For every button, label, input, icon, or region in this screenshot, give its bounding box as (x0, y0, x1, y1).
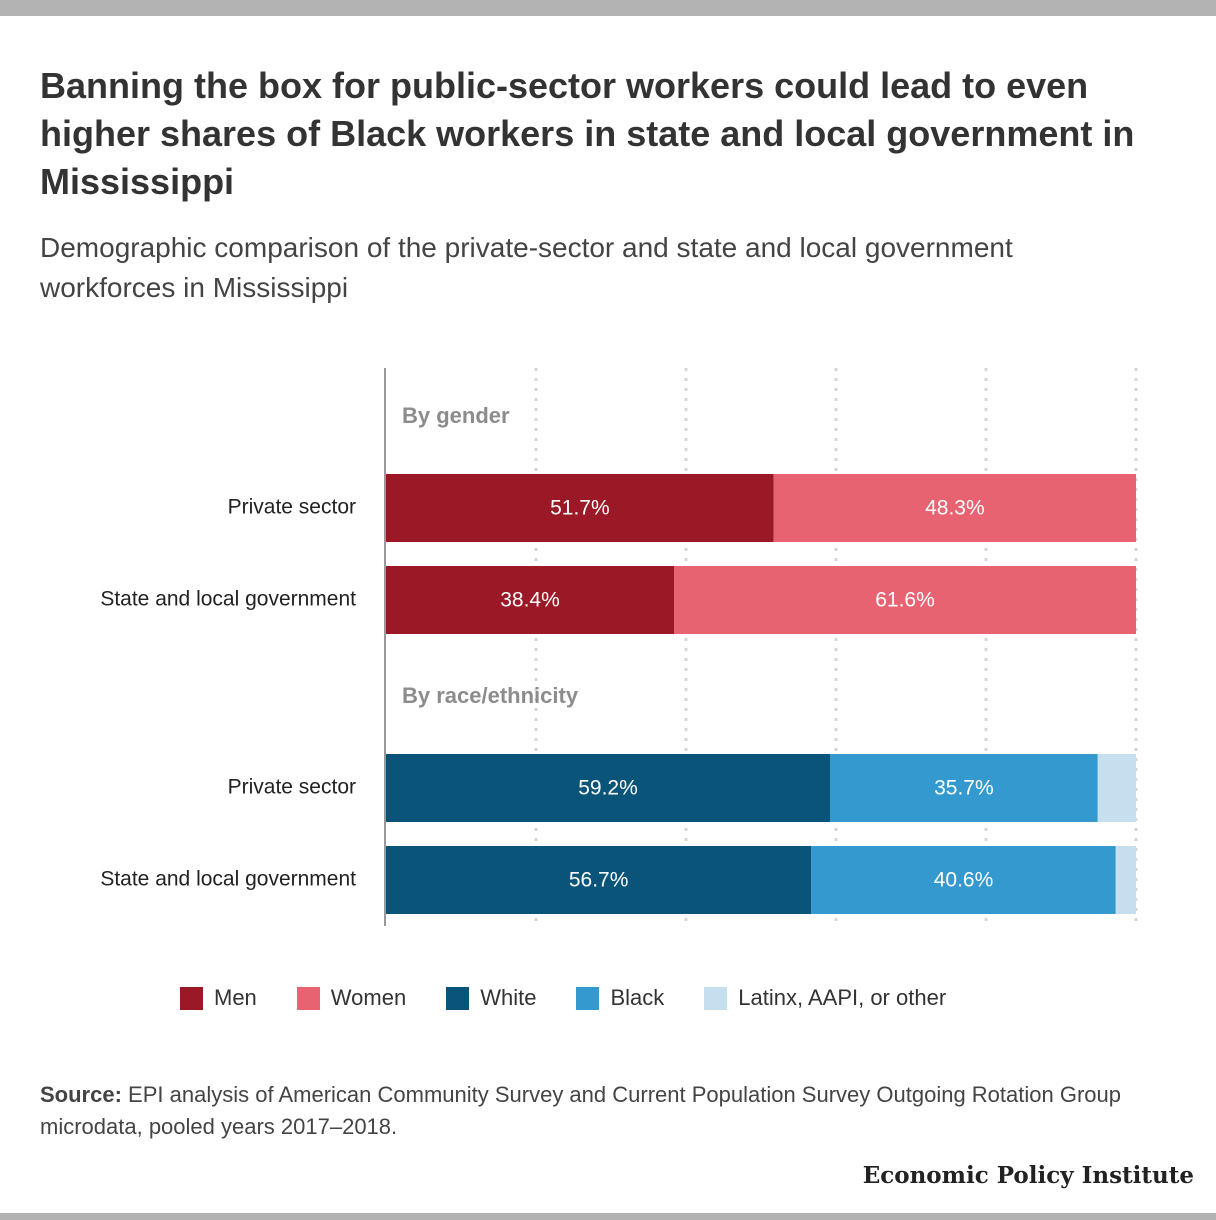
stacked-bar-chart: By gender Private sector 51.7% 48.3% State a… (100, 368, 1138, 926)
legend-swatch (296, 986, 320, 1010)
bar-segment (386, 474, 774, 542)
data-label: 59.2% (578, 777, 638, 800)
top-border (0, 0, 1216, 16)
bar-segment (386, 846, 812, 914)
source-note: Source: EPI analysis of American Communi… (40, 1079, 1140, 1143)
legend-item: Black (576, 985, 664, 1011)
chart-title: Banning the box for public-sector worker… (40, 65, 1135, 202)
legend-label: Black (610, 985, 665, 1010)
legend-item: Men (180, 985, 257, 1011)
legend-label: Women (330, 985, 407, 1010)
brand-logo: Economic Policy Institute (862, 1162, 1194, 1189)
bar-segment (811, 846, 1116, 914)
legend-item: Latinx, AAPI, or other (704, 985, 946, 1011)
data-label: 61.6% (875, 589, 935, 612)
legend-item: Women (296, 985, 407, 1011)
bar-segment (1115, 846, 1136, 914)
bar-segment (386, 566, 674, 634)
bar-segment (1097, 754, 1136, 822)
source-label: Source: (40, 1082, 122, 1107)
bar-segment (674, 566, 1136, 634)
legend-item: White (446, 985, 536, 1011)
bar-segment (773, 474, 1136, 542)
legend-swatch (446, 986, 470, 1010)
data-label: 35.7% (934, 777, 994, 800)
data-label: 38.4% (500, 589, 560, 612)
legend-swatch (180, 986, 203, 1010)
bar-segment (830, 754, 1098, 822)
source-text: EPI analysis of American Community Surve… (40, 1082, 1121, 1139)
row-label: Private sector (228, 496, 356, 519)
data-label: 40.6% (934, 869, 994, 892)
group-label: By gender (402, 403, 510, 428)
legend-label: Men (214, 985, 257, 1010)
row-label: State and local government (100, 868, 356, 891)
legend-label: Latinx, AAPI, or other (738, 985, 947, 1010)
data-label: 56.7% (569, 869, 629, 892)
legend-swatch (576, 986, 600, 1010)
data-label: 48.3% (925, 497, 985, 520)
bottom-border (0, 1213, 1216, 1220)
data-label: 51.7% (550, 497, 610, 520)
group-label: By race/ethnicity (402, 683, 579, 708)
row-label: State and local government (100, 588, 356, 611)
legend-swatch (704, 986, 728, 1010)
bar-segment (386, 754, 830, 822)
legend: Men Women White Black Latinx, AAPI, or other (180, 984, 986, 1012)
chart-subtitle: Demographic comparison of the private-se… (40, 232, 1013, 303)
row-label: Private sector (228, 776, 356, 799)
legend-label: White (480, 985, 537, 1010)
